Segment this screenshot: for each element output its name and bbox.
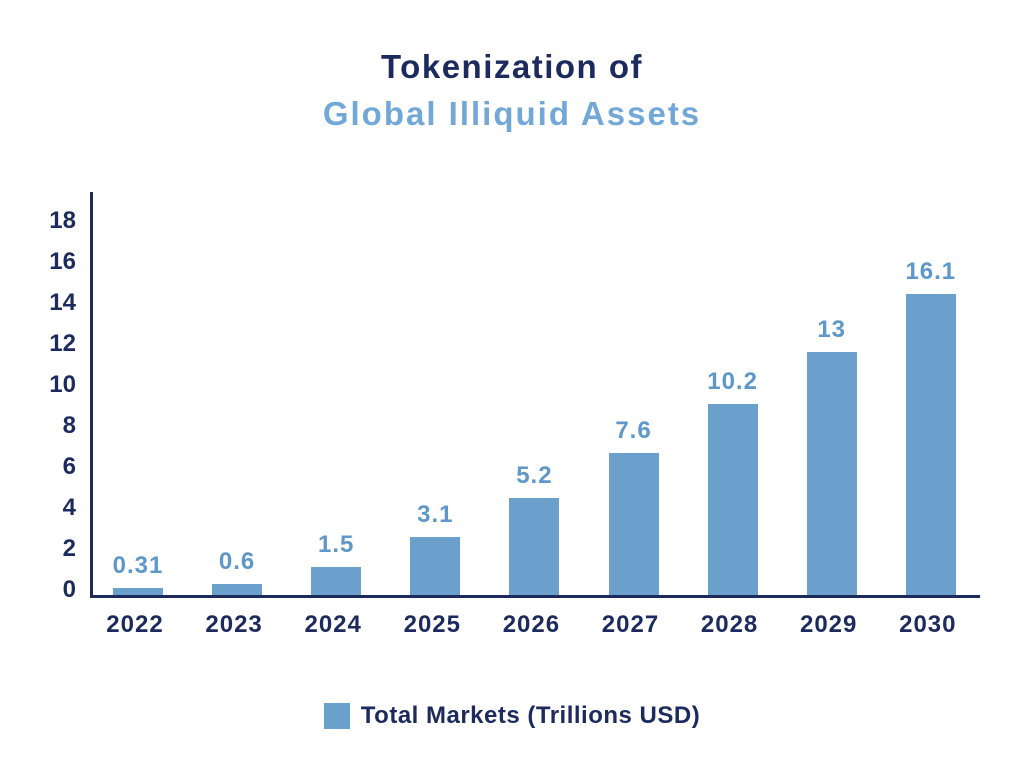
- bar-2029: [806, 352, 857, 595]
- x-tick-2024: 2024: [304, 611, 362, 638]
- x-tick-2022: 2022: [106, 611, 164, 638]
- x-tick-2025: 2025: [403, 611, 461, 638]
- bar-2023: [212, 584, 263, 595]
- bar-2022: [113, 588, 163, 595]
- y-tick-4: 4: [62, 494, 76, 521]
- bar-value-2030: 16.1: [905, 258, 957, 285]
- bar-value-2026: 5.2: [516, 462, 553, 489]
- y-tick-12: 12: [49, 330, 76, 357]
- bar-2025: [410, 537, 461, 595]
- chart-title-line2: Global Illiquid Assets: [322, 95, 702, 132]
- bar-2026: [509, 498, 560, 595]
- x-tick-2023: 2023: [205, 611, 263, 638]
- y-tick-8: 8: [62, 412, 76, 439]
- chart-title: Tokenization of Global Illiquid Assets: [0, 46, 1024, 135]
- y-tick-0: 0: [62, 576, 76, 603]
- x-tick-2029: 2029: [799, 611, 858, 638]
- bar-2028: [707, 404, 758, 595]
- plot-area: 0.31 0.6 1.5 3.1 5.2 7.6 10.2 13 16.1: [90, 192, 980, 598]
- x-tick-2026: 2026: [502, 611, 561, 638]
- x-axis-tick-labels: 2022 2023 2024 2025 2026 2027 2028 2029 2030: [90, 609, 980, 641]
- bar-value-2024: 1.5: [318, 531, 355, 558]
- x-tick-2030: 2030: [899, 611, 957, 638]
- x-tick-2028: 2028: [700, 611, 759, 638]
- x-tick-2027: 2027: [601, 611, 660, 638]
- legend-label: Total Markets (Trillions USD): [360, 702, 701, 729]
- y-tick-6: 6: [62, 453, 76, 480]
- y-tick-16: 16: [49, 248, 76, 275]
- bar-value-2027: 7.6: [615, 417, 652, 444]
- legend-swatch: [323, 703, 350, 729]
- bar-2027: [608, 453, 659, 595]
- bar-2030: [905, 294, 956, 595]
- bar-value-2022: 0.31: [112, 552, 164, 579]
- bar-value-2029: 13: [817, 316, 847, 343]
- y-tick-18: 18: [49, 207, 76, 234]
- bar-2024: [311, 567, 362, 595]
- bar-value-2023: 0.6: [218, 548, 256, 575]
- bar-value-2028: 10.2: [707, 368, 758, 395]
- bar-value-2025: 3.1: [417, 501, 454, 528]
- y-tick-2: 2: [62, 535, 76, 562]
- y-tick-10: 10: [49, 371, 76, 398]
- legend: Total Markets (Trillions USD): [0, 701, 1024, 731]
- y-tick-14: 14: [49, 289, 76, 316]
- chart-title-line1: Tokenization of: [380, 48, 644, 85]
